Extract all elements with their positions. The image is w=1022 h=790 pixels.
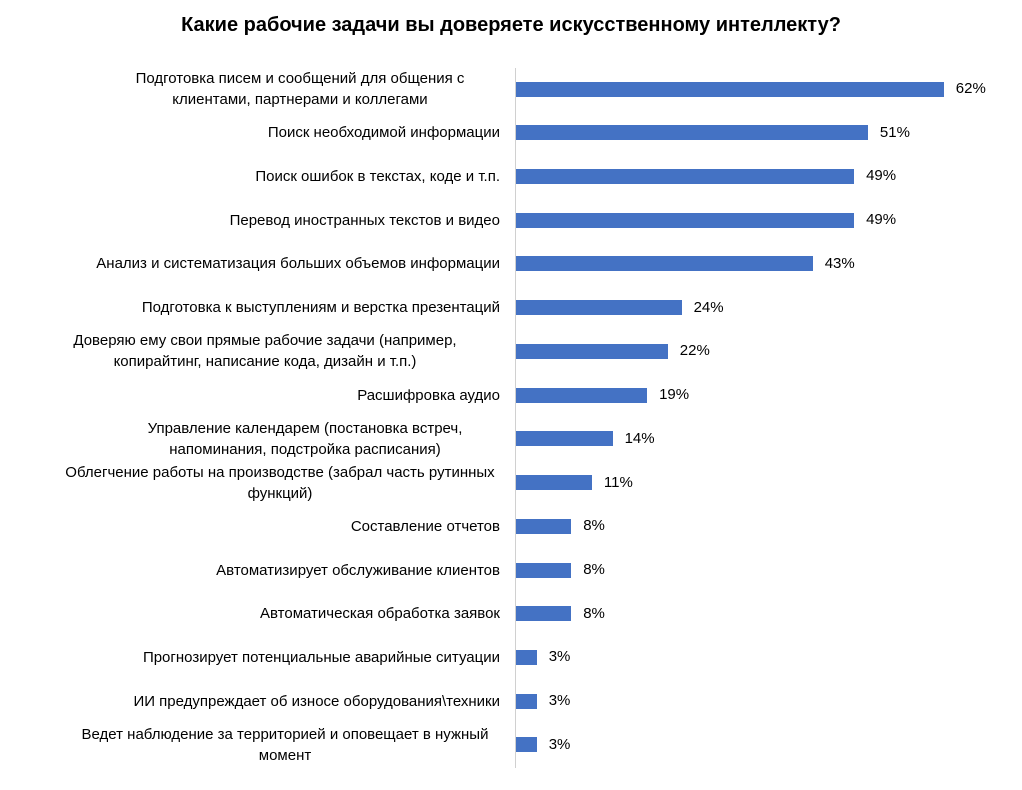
category-label-box: ИИ предупреждает об износе оборудования\… xyxy=(0,676,500,726)
category-label: Управление календарем (постановка встреч… xyxy=(147,419,463,458)
bar xyxy=(516,737,537,753)
category-label: Подготовка к выступлениям и верстка през… xyxy=(141,299,500,317)
category-label: Автоматическая обработка заявок xyxy=(260,605,500,623)
value-label: 3% xyxy=(548,735,571,753)
category-label: Поиск ошибок в текстах, коде и т.п. xyxy=(255,167,500,185)
bar xyxy=(516,649,537,665)
category-label-box: Подготовка писем и сообщений для общения… xyxy=(0,64,500,114)
chart-title: Какие рабочие задачи вы доверяете искусс… xyxy=(181,14,841,36)
category-label: Доверяю ему свои прямые рабочие задачи (… xyxy=(73,332,457,371)
value-label: 8% xyxy=(583,604,605,622)
bar xyxy=(516,125,868,141)
bar xyxy=(516,431,613,447)
bar xyxy=(516,518,572,534)
category-label-box: Подготовка к выступлениям и верстка през… xyxy=(0,283,500,333)
value-label: 24% xyxy=(693,298,724,316)
category-label-box: Автоматизирует обслуживание клиентов xyxy=(0,545,500,595)
category-label: Составление отчетов xyxy=(350,517,500,535)
category-label: Перевод иностранных текстов и видео xyxy=(229,211,500,229)
category-label-box: Перевод иностранных текстов и видео xyxy=(0,195,500,245)
category-label-box: Поиск необходимой информации xyxy=(0,108,500,158)
value-label: 8% xyxy=(583,517,605,535)
bar xyxy=(516,300,682,316)
category-label: Расшифровка аудио xyxy=(357,386,500,404)
bar xyxy=(516,606,572,622)
value-label: 51% xyxy=(879,123,910,141)
bar xyxy=(516,212,855,228)
value-label: 43% xyxy=(824,254,855,272)
category-label-box: Составление отчетов xyxy=(0,501,500,551)
category-label: Прогнозирует потенциальные аварийные сит… xyxy=(142,648,500,666)
category-label-box: Расшифровка аудио xyxy=(0,370,500,420)
category-label: Автоматизирует обслуживание клиентов xyxy=(216,561,500,579)
value-label: 62% xyxy=(955,80,986,97)
category-axis xyxy=(515,68,516,768)
category-label-box: Облегчение работы на производстве (забра… xyxy=(0,458,500,508)
bar xyxy=(516,562,572,578)
category-label-box: Ведет наблюдение за территорией и оповещ… xyxy=(0,720,500,770)
category-label: Анализ и систематизация больших объемов … xyxy=(96,255,500,273)
category-label: ИИ предупреждает об износе оборудования\… xyxy=(133,692,500,710)
bar xyxy=(516,256,813,272)
bar xyxy=(516,475,592,491)
bar xyxy=(516,343,668,359)
value-label: 8% xyxy=(583,561,605,579)
category-label-box: Доверяю ему свои прямые рабочие задачи (… xyxy=(0,326,500,376)
category-label-box: Поиск ошибок в текстах, коде и т.п. xyxy=(0,151,500,201)
category-label-box: Управление календарем (постановка встреч… xyxy=(0,414,500,464)
bar xyxy=(516,168,855,184)
category-label-box: Автоматическая обработка заявок xyxy=(0,589,500,639)
category-label: Подготовка писем и сообщений для общения… xyxy=(135,70,465,108)
category-label: Облегчение работы на производстве (забра… xyxy=(65,463,495,502)
bar xyxy=(516,693,537,709)
value-label: 11% xyxy=(603,473,633,491)
category-label-box: Прогнозирует потенциальные аварийные сит… xyxy=(0,632,500,682)
value-label: 3% xyxy=(548,648,571,666)
value-label: 14% xyxy=(624,429,655,447)
bar xyxy=(516,81,944,97)
value-label: 49% xyxy=(866,167,897,185)
category-label-box: Анализ и систематизация больших объемов … xyxy=(0,239,500,289)
category-label: Поиск необходимой информации xyxy=(267,124,500,142)
value-label: 22% xyxy=(679,342,710,360)
value-label: 49% xyxy=(866,211,897,229)
value-label: 19% xyxy=(659,386,690,404)
bar xyxy=(516,387,648,403)
value-label: 3% xyxy=(548,692,571,710)
category-label: Ведет наблюдение за территорией и оповещ… xyxy=(81,725,489,764)
